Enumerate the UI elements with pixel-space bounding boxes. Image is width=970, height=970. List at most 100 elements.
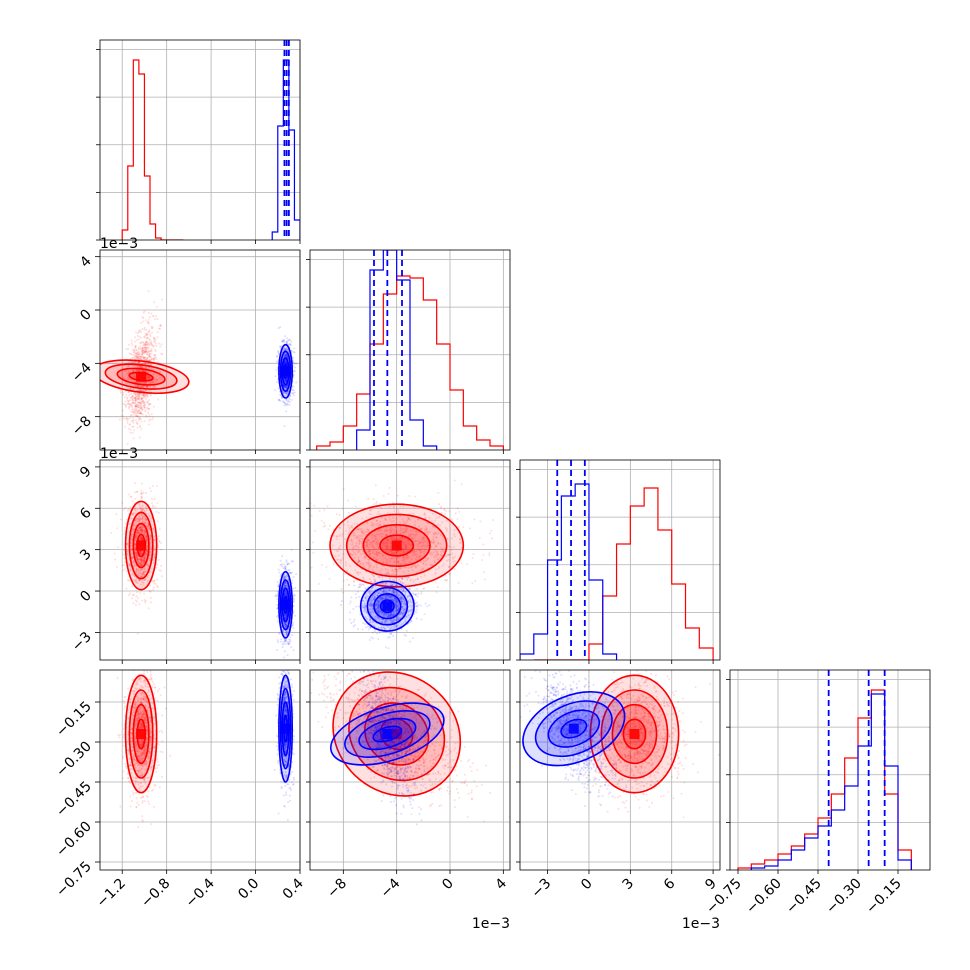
density-panel-2-1 (309, 459, 511, 661)
density-panel-1-0 (99, 249, 301, 451)
red-contour (348, 686, 446, 782)
blue-contour (372, 725, 403, 743)
red-samples (110, 482, 164, 635)
x-tick-label: 3 (620, 876, 638, 894)
y-tick-label: −4 (69, 360, 95, 386)
panel-frame (99, 669, 301, 871)
x-tick-label: 6 (661, 875, 679, 893)
panel-frame (309, 459, 511, 661)
density-panel-3-1 (309, 669, 511, 871)
blue-histogram (520, 483, 618, 660)
red-histogram (121, 59, 184, 240)
x-tick-label: −0.60 (743, 876, 785, 918)
red-contour (128, 689, 154, 779)
blue-contour (366, 586, 409, 626)
x-tick-label: −0.8 (138, 876, 173, 911)
red-histogram (533, 487, 714, 660)
axes-ticks: −8−4041e−3−303691e−3−0.75−0.60−0.45−0.30… (53, 49, 905, 932)
x-tick-label: 0.4 (280, 875, 307, 902)
red-contour (379, 534, 415, 557)
panel-frame (519, 459, 721, 661)
blue-peak (280, 366, 291, 377)
hist-panel-3 (729, 669, 931, 871)
red-contour (132, 703, 150, 765)
red-contour (116, 367, 166, 386)
x-offset-label: 1e−3 (472, 916, 510, 932)
red-contour (104, 363, 178, 390)
blue-histogram (750, 693, 912, 870)
red-contour (622, 718, 647, 750)
red-peak (391, 540, 402, 551)
panel-frame (99, 459, 301, 661)
x-tick-label: 0 (439, 876, 457, 894)
blue-peak (568, 723, 579, 734)
red-contour (345, 513, 448, 578)
x-tick-label: −4 (378, 875, 404, 901)
x-tick-label: −3 (529, 876, 555, 902)
blue-contour (560, 718, 588, 739)
panel-frame (309, 249, 511, 451)
red-peak (391, 729, 402, 739)
x-tick-label: 0 (578, 876, 596, 894)
x-tick-label: −1.2 (94, 876, 129, 911)
red-contour (332, 671, 462, 797)
red-contour (611, 703, 658, 765)
y-tick-label: −3 (69, 629, 95, 655)
x-tick-label: −0.45 (783, 876, 825, 918)
y-tick-label: −0.15 (53, 699, 95, 741)
panel-frame (729, 669, 931, 871)
red-contour (124, 674, 158, 794)
red-peak (629, 729, 640, 739)
y-tick-label: 0 (77, 588, 95, 606)
y-tick-label: −0.75 (53, 859, 95, 901)
blue-contour (373, 592, 402, 620)
x-offset-label: 1e−3 (682, 916, 720, 932)
blue-contour (278, 674, 294, 783)
red-contour (128, 511, 154, 580)
blue-contour (379, 599, 395, 614)
panel-frame (519, 669, 721, 871)
red-contour (100, 359, 190, 395)
y-tick-label: 6 (77, 505, 95, 523)
y-tick-label: −0.45 (53, 779, 95, 821)
panel-frame (99, 249, 301, 451)
red-peak (136, 371, 147, 382)
blue-histogram (356, 250, 438, 450)
blue-contour (344, 710, 431, 758)
y-tick-label: 9 (77, 463, 95, 481)
hist-panel-2 (519, 459, 721, 661)
x-tick-label: −0.15 (863, 876, 905, 918)
y-tick-label: 4 (77, 253, 95, 271)
y-tick-label: −0.60 (53, 819, 95, 861)
hist-panel-1 (309, 249, 511, 451)
y-tick-label: −0.30 (53, 739, 95, 781)
density-panel-2-0 (99, 459, 301, 661)
red-peak (136, 540, 147, 551)
blue-contour (522, 691, 626, 767)
x-tick-label: 0.0 (235, 876, 262, 903)
red-contour (132, 522, 150, 569)
y-offset-label: 1e−3 (100, 236, 138, 252)
blue-contour (534, 700, 613, 758)
density-panel-3-0 (99, 669, 301, 871)
panel-frame (99, 39, 301, 241)
blue-contour (547, 709, 601, 748)
x-tick-label: −0.30 (823, 876, 865, 918)
hist-panel-0 (99, 39, 301, 241)
red-contour (329, 503, 465, 588)
blue-contour (278, 343, 294, 399)
blue-contour (358, 717, 417, 751)
blue-contour (359, 580, 415, 632)
red-histogram (316, 275, 504, 450)
y-tick-label: 3 (77, 546, 95, 564)
blue-peak (382, 729, 393, 739)
red-peak (136, 729, 147, 739)
x-tick-label: 4 (493, 875, 511, 893)
red-contour (379, 717, 414, 751)
y-tick-label: 0 (77, 307, 95, 325)
blue-contour (278, 570, 294, 639)
blue-peak (280, 599, 291, 610)
red-contour (589, 674, 680, 794)
y-offset-label: 1e−3 (100, 446, 138, 462)
